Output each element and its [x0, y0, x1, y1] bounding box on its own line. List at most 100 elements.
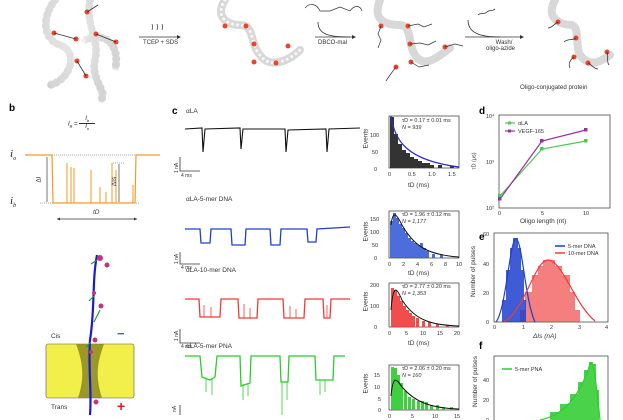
xlabel-oligo-length: Oligo length (nt) — [520, 218, 567, 225]
svg-text:6: 6 — [430, 262, 433, 268]
ylabel-tau: τD (μs) — [471, 152, 478, 170]
svg-text:0: 0 — [388, 331, 391, 337]
ylabel-10mer: Events — [362, 291, 370, 312]
dwell-time-label: tD — [93, 209, 100, 216]
svg-text:0.5: 0.5 — [408, 172, 416, 178]
scale-y-5mer: 1 nA — [174, 253, 181, 265]
tau-pna: τD = 2.06 ± 0.20 ms — [402, 366, 451, 372]
svg-text:200: 200 — [370, 283, 379, 289]
blockade-schematic-trace — [25, 154, 160, 221]
svg-text:0: 0 — [493, 325, 496, 331]
heat-icon — [151, 23, 163, 31]
svg-text:20: 20 — [483, 291, 489, 297]
n-pna: N = 160 — [402, 373, 422, 379]
svg-text:5: 5 — [405, 331, 408, 337]
trace-title-ala: αLA — [186, 108, 198, 115]
svg-text:100: 100 — [370, 230, 379, 236]
plus-electrode-icon: + — [117, 398, 126, 414]
svg-text:10: 10 — [374, 385, 380, 391]
svg-text:50: 50 — [372, 243, 378, 249]
svg-text:100: 100 — [370, 133, 379, 139]
svg-text:1: 1 — [522, 325, 525, 331]
ylabel-5mer: Events — [362, 221, 370, 242]
svg-text:0: 0 — [374, 167, 377, 173]
xlabel-ala: tD (ms) — [408, 182, 430, 189]
svg-text:0: 0 — [486, 320, 489, 326]
arrow-label-dbco-mal: DBCO-mal — [318, 40, 348, 46]
svg-text:0: 0 — [378, 408, 381, 414]
histogram-10mer-dna — [388, 282, 460, 328]
xlabel-5mer: tD (ms) — [408, 270, 430, 277]
panel-a-schematic: TCEP + SDS DBCO-mal Wash/ oligo-azide Ol… — [0, 0, 623, 104]
svg-text:3: 3 — [578, 325, 581, 331]
svg-text:60: 60 — [483, 232, 489, 238]
delta-is-label: ΔIs — [111, 176, 119, 187]
blockade-ratio-equation: IB = Ib Io — [68, 116, 96, 131]
svg-text:4: 4 — [416, 262, 419, 268]
arrow-label-tcep-sds: TCEP + SDS — [143, 40, 179, 46]
blocked-current-label: ib — [10, 195, 17, 210]
trans-label: Trans — [51, 404, 68, 411]
n-5mer: N = 1,177 — [402, 219, 427, 225]
current-traces — [179, 127, 361, 415]
scale-y-10mer: 1 nA — [174, 330, 181, 342]
svg-text:1.0: 1.0 — [428, 172, 436, 178]
open-pore-current-label: io — [10, 148, 17, 163]
dbco-mal-structure — [304, 4, 363, 12]
svg-text:100: 100 — [370, 304, 379, 310]
tau-ala: τD = 0.17 ± 0.01 ms — [402, 118, 451, 124]
histogram-5mer-pna — [388, 364, 460, 411]
histogram-ala — [388, 115, 460, 169]
panel-e-letter: e — [479, 232, 485, 243]
cis-label: Cis — [51, 333, 61, 340]
tau-5mer: τD = 1.96 ± 0.12 ms — [402, 212, 451, 218]
minus-electrode-icon: − — [117, 326, 125, 341]
svg-text:0: 0 — [388, 172, 391, 178]
tau-10mer: τD = 2.77 ± 0.20 ms — [402, 284, 451, 290]
svg-text:5: 5 — [541, 211, 544, 217]
svg-text:0: 0 — [374, 325, 377, 331]
n-10mer: N = 1,353 — [402, 291, 427, 297]
svg-text:5: 5 — [378, 397, 381, 403]
ylabel-pulses-e: Number of pulses — [469, 246, 477, 297]
svg-text:50: 50 — [372, 150, 378, 156]
svg-text:2: 2 — [402, 262, 405, 268]
panel-f-letter: f — [479, 341, 483, 352]
svg-text:5-mer DNA: 5-mer DNA — [568, 244, 596, 250]
scale-x-10mer: 4 ms — [181, 344, 192, 350]
blockade-current-histogram: 5-mer DNA 10-mer DNA 0 20 40 60 0 1 2 3 … — [483, 232, 609, 331]
svg-text:15: 15 — [437, 331, 443, 337]
scale-y-ala: 1 nA — [174, 162, 181, 174]
arrow-label-wash: Wash/ oligo-azide — [486, 40, 516, 52]
svg-text:4: 4 — [605, 325, 608, 331]
svg-text:10⁴: 10⁴ — [486, 113, 495, 120]
pna-blockade-histogram: 5-mer PNA 0 20 40 — [483, 355, 609, 420]
protein-chains-illustration — [42, 0, 614, 104]
svg-text:0: 0 — [374, 256, 377, 262]
ylabel-pna: Events — [362, 373, 370, 394]
ylabel-ala: Events — [362, 128, 370, 149]
svg-text:10²: 10² — [486, 206, 494, 212]
trace-title-5mer-dna: αLA-5-mer DNA — [186, 196, 233, 203]
svg-text:8: 8 — [444, 262, 447, 268]
histogram-5mer-dna — [388, 210, 460, 259]
scale-y-pna: nA — [172, 405, 179, 413]
delta-i-label: ΔI — [35, 176, 43, 183]
scale-x-5mer: 4 ms — [181, 265, 192, 271]
panel-b-letter: b — [9, 103, 16, 114]
svg-text:10: 10 — [456, 262, 462, 268]
svg-text:40: 40 — [483, 378, 489, 384]
svg-text:10-mer DNA: 10-mer DNA — [568, 251, 599, 257]
svg-text:1.5: 1.5 — [448, 172, 456, 178]
xlabel-delta-is: ΔIs (nA) — [533, 333, 557, 340]
tau-vs-oligo-length-chart: αLA VEGF-165 10² 10³ 10⁴ 0 5 10 — [486, 113, 611, 217]
trace-title-10mer-dna: αLA-10-mer DNA — [186, 267, 236, 274]
svg-text:αLA: αLA — [518, 121, 528, 127]
panel-d-letter: d — [479, 106, 486, 117]
svg-text:5-mer PNA: 5-mer PNA — [515, 367, 543, 373]
ylabel-pulses-f: Number of pulses — [471, 356, 479, 407]
svg-text:0: 0 — [388, 262, 391, 268]
svg-text:2: 2 — [550, 325, 553, 331]
svg-text:20: 20 — [454, 331, 460, 337]
